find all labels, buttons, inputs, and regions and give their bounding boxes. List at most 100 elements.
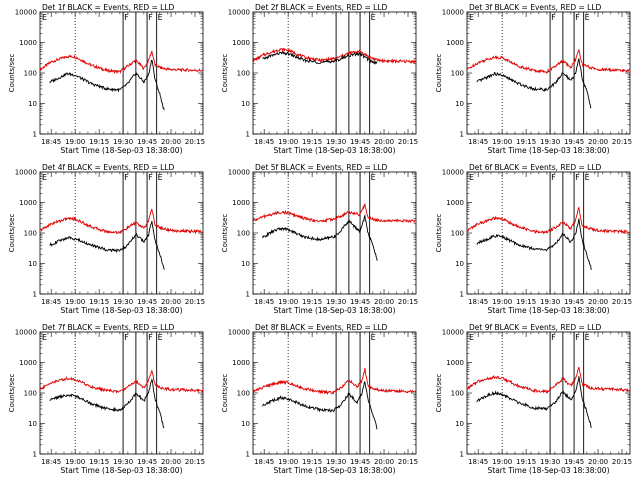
y-tick-label: 10 (241, 260, 250, 268)
y-tick-label: 1 (460, 451, 464, 459)
plot-frame (466, 11, 631, 135)
series-line-events (49, 378, 165, 429)
y-axis-label: Counts/sec (435, 54, 443, 93)
y-tick-label: 100 (451, 390, 464, 398)
x-tick-label: 20:15 (398, 298, 418, 306)
y-tick-label: 100 (237, 70, 250, 78)
time-marker-label: E (158, 333, 163, 342)
x-tick-label: 19:15 (516, 298, 536, 306)
series-line-lld (252, 47, 417, 65)
y-axis-label: Counts/sec (435, 214, 443, 253)
x-tick-label: 20:15 (612, 298, 632, 306)
x-tick-label: 19:15 (89, 298, 109, 306)
series-line-lld (466, 206, 631, 235)
series-line-events (262, 214, 378, 261)
x-tick-label: 20:00 (374, 298, 394, 306)
y-tick-label: 1000 (232, 39, 250, 47)
chart-panel-4: Det 4f BLACK = Events, RED = LLD 1 10 100 10… (8, 163, 205, 315)
y-tick-label: 10 (28, 260, 37, 268)
y-tick-label: 100 (451, 230, 464, 238)
series-line-lld (252, 368, 417, 396)
series-line-lld (39, 50, 204, 75)
y-tick-label: 10000 (15, 9, 37, 17)
x-tick-label: 18:45 (468, 138, 488, 146)
y-tick-label: 1 (246, 451, 250, 459)
time-marker-label: F (148, 13, 153, 22)
series-line-lld (39, 208, 204, 235)
time-marker-label: E (585, 333, 590, 342)
y-tick-label: 100 (24, 230, 37, 238)
x-tick-label: 20:00 (588, 138, 608, 146)
x-tick-label: 19:00 (278, 298, 298, 306)
x-axis-label: Start Time (18-Sep-03 18:38:00) (274, 306, 396, 315)
series-line-events (49, 221, 165, 270)
chart-title: Det 7f BLACK = Events, RED = LLD (42, 323, 175, 332)
x-tick-label: 20:15 (185, 298, 205, 306)
y-tick-label: 10000 (15, 329, 37, 337)
x-axis-label: Start Time (18-Sep-03 18:38:00) (488, 466, 610, 475)
y-axis-label: Counts/sec (221, 54, 229, 93)
chart-title: Det 3f BLACK = Events, RED = LLD (469, 3, 602, 12)
x-tick-label: 19:45 (564, 458, 584, 466)
x-tick-label: 20:15 (185, 138, 205, 146)
chart-title: Det 6f BLACK = Events, RED = LLD (469, 163, 602, 172)
y-tick-label: 1 (460, 291, 464, 299)
x-tick-label: 20:00 (161, 298, 181, 306)
time-marker-label: E (585, 13, 590, 22)
time-marker-label: F (551, 333, 556, 342)
y-tick-label: 10000 (442, 329, 464, 337)
series-line-events (476, 218, 592, 271)
x-tick-label: 19:30 (113, 138, 133, 146)
chart-panel-9: Det 9f BLACK = Events, RED = LLD 1 10 100 10… (435, 323, 632, 475)
x-tick-label: 19:30 (540, 298, 560, 306)
corner-marker-label: E (42, 13, 47, 22)
chart-title: Det 8f BLACK = Events, RED = LLD (255, 323, 388, 332)
series-line-events (262, 50, 378, 66)
x-tick-label: 19:30 (326, 298, 346, 306)
time-marker-label: E (585, 173, 590, 182)
x-tick-label: 20:00 (588, 458, 608, 466)
time-marker-label: E (371, 333, 376, 342)
y-axis-label: Counts/sec (8, 54, 16, 93)
chart-panel-6: Det 6f BLACK = Events, RED = LLD 1 10 100 10… (435, 163, 632, 315)
x-tick-label: 19:30 (326, 138, 346, 146)
x-tick-label: 19:45 (564, 298, 584, 306)
chart-panel-7: Det 7f BLACK = Events, RED = LLD 1 10 100 10… (8, 323, 205, 475)
plot-frame (252, 331, 417, 455)
y-tick-label: 1000 (19, 39, 37, 47)
series-line-events (476, 376, 592, 429)
x-tick-label: 19:00 (492, 138, 512, 146)
y-tick-label: 10 (241, 420, 250, 428)
series-line-lld (466, 366, 631, 394)
plot-frame (466, 171, 631, 295)
y-tick-label: 100 (237, 230, 250, 238)
x-tick-label: 18:45 (254, 298, 274, 306)
y-tick-label: 1000 (232, 359, 250, 367)
x-tick-label: 20:15 (398, 458, 418, 466)
y-tick-label: 10 (28, 100, 37, 108)
x-tick-label: 18:45 (468, 298, 488, 306)
x-tick-label: 20:15 (612, 458, 632, 466)
series-line-events (262, 381, 378, 430)
y-tick-label: 1 (33, 131, 37, 139)
plot-frame (252, 171, 417, 295)
series-line-lld (39, 369, 204, 394)
x-tick-label: 19:45 (350, 458, 370, 466)
y-axis-label: Counts/sec (8, 374, 16, 413)
y-tick-label: 10 (241, 100, 250, 108)
y-tick-label: 1 (33, 291, 37, 299)
x-axis-label: Start Time (18-Sep-03 18:38:00) (61, 466, 183, 475)
y-tick-label: 1000 (446, 359, 464, 367)
y-axis-label: Counts/sec (435, 374, 443, 413)
time-marker-label: F (575, 13, 580, 22)
x-tick-label: 19:45 (350, 138, 370, 146)
x-tick-label: 20:00 (374, 138, 394, 146)
y-tick-label: 100 (451, 70, 464, 78)
x-tick-label: 19:00 (65, 458, 85, 466)
plot-frame (466, 331, 631, 455)
plot-frame (39, 11, 204, 135)
y-tick-label: 10000 (15, 169, 37, 177)
x-tick-label: 19:45 (564, 138, 584, 146)
time-marker-label: F (124, 13, 129, 22)
x-tick-label: 19:45 (137, 138, 157, 146)
